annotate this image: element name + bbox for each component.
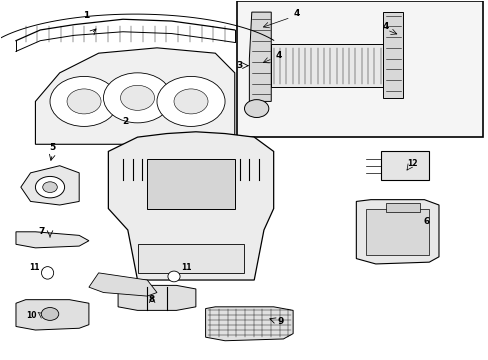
Circle shape <box>42 182 57 193</box>
Text: 12: 12 <box>406 159 417 168</box>
Bar <box>137 244 244 273</box>
Polygon shape <box>89 273 157 296</box>
Bar <box>366 208 428 255</box>
Polygon shape <box>356 200 438 264</box>
Polygon shape <box>21 166 79 205</box>
Polygon shape <box>249 12 271 102</box>
Text: 3: 3 <box>236 61 242 70</box>
Text: 7: 7 <box>38 227 44 236</box>
Ellipse shape <box>41 267 54 279</box>
Bar <box>271 44 382 87</box>
Circle shape <box>157 76 224 126</box>
Circle shape <box>50 76 118 126</box>
Text: 8: 8 <box>149 295 155 304</box>
Polygon shape <box>35 48 234 144</box>
Text: 1: 1 <box>83 11 89 20</box>
Polygon shape <box>205 307 292 341</box>
Circle shape <box>103 73 171 123</box>
Text: 4: 4 <box>382 22 388 31</box>
Circle shape <box>244 100 268 117</box>
Bar <box>237 1 482 137</box>
Polygon shape <box>118 285 196 310</box>
Bar <box>385 203 419 212</box>
Text: 5: 5 <box>49 143 56 152</box>
Text: 4: 4 <box>293 9 300 18</box>
Bar <box>380 152 428 180</box>
Polygon shape <box>108 132 273 280</box>
Text: 9: 9 <box>277 316 284 325</box>
Circle shape <box>120 85 154 111</box>
Bar <box>147 158 234 208</box>
Text: 11: 11 <box>181 263 191 272</box>
Circle shape <box>174 89 207 114</box>
Text: 6: 6 <box>423 217 429 226</box>
Ellipse shape <box>167 271 180 282</box>
Polygon shape <box>16 232 89 248</box>
Circle shape <box>35 176 64 198</box>
Polygon shape <box>16 300 89 330</box>
Text: 10: 10 <box>26 311 37 320</box>
Text: 4: 4 <box>275 51 281 60</box>
Text: 11: 11 <box>29 263 40 272</box>
Circle shape <box>67 89 101 114</box>
Text: 2: 2 <box>122 117 128 126</box>
Polygon shape <box>382 12 402 98</box>
Circle shape <box>41 307 59 320</box>
